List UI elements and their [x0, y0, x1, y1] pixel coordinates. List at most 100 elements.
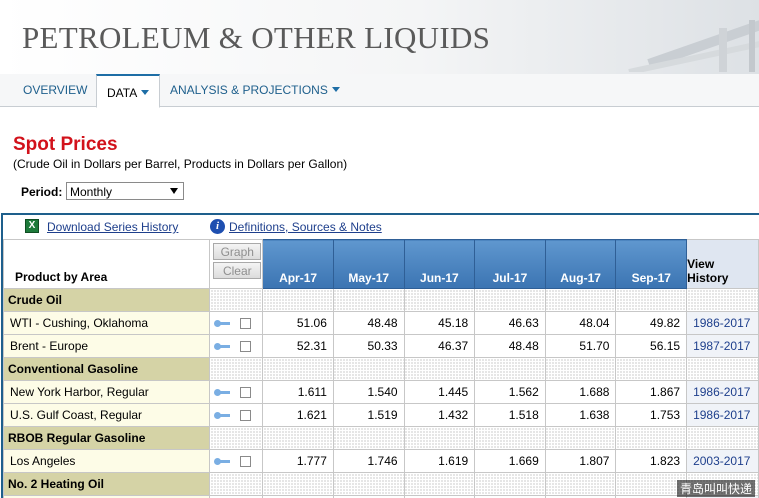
category-row: Conventional Gasoline [3, 357, 759, 381]
price-cell: 48.04 [544, 311, 617, 335]
price-cell: 1.562 [474, 380, 546, 404]
price-cell: 1.540 [332, 380, 405, 404]
download-series-link[interactable]: Download Series History [47, 220, 179, 234]
view-history-link[interactable]: 1987-2017 [686, 334, 759, 358]
category-row: RBOB Regular Gasoline [3, 426, 759, 450]
month-header: Jul-17 [474, 239, 546, 289]
price-cell [332, 495, 405, 498]
watermark-text: 青岛叫叫快递 [676, 480, 755, 497]
month-header: Apr-17 [262, 239, 334, 289]
dotted-spacer-cell [474, 288, 546, 312]
clear-button[interactable]: Clear [213, 262, 262, 279]
view-history-link[interactable]: 1986-2017 [686, 380, 759, 404]
key-icon[interactable] [214, 388, 231, 397]
dotted-spacer-cell [544, 288, 617, 312]
definitions-link[interactable]: Definitions, Sources & Notes [229, 220, 382, 234]
category-label: No. 2 Heating Oil [3, 472, 211, 496]
dotted-spacer-cell [332, 472, 405, 496]
price-cell [403, 495, 476, 498]
product-label: Los Angeles [3, 449, 211, 473]
dotted-spacer-cell [262, 357, 334, 381]
price-cell: 1.621 [262, 403, 334, 427]
tab-data[interactable]: DATA [96, 74, 161, 108]
dotted-spacer-cell [262, 288, 334, 312]
dotted-spacer-cell [615, 472, 688, 496]
price-cell: 1.519 [332, 403, 405, 427]
period-select[interactable]: Monthly [66, 182, 184, 200]
table-row: New York Harbor, Regular 1.611 1.540 1.445 1… [3, 380, 759, 404]
excel-icon[interactable]: X [25, 219, 39, 233]
info-icon[interactable]: i [210, 219, 225, 234]
dotted-spacer-cell [615, 426, 688, 450]
price-cell: 1.619 [403, 449, 476, 473]
dotted-spacer-cell [262, 426, 334, 450]
tab-overview[interactable]: OVERVIEW [13, 74, 97, 106]
page-title: Spot Prices [13, 134, 118, 155]
dotted-spacer-cell [332, 357, 405, 381]
price-cell: 1.669 [474, 449, 546, 473]
category-row: Crude Oil [3, 288, 759, 312]
product-label: WTI - Cushing, Oklahoma [3, 311, 211, 335]
series-checkbox[interactable] [240, 456, 252, 468]
row-actions-cell [209, 449, 264, 473]
price-cell: 1.611 [262, 380, 334, 404]
dotted-spacer-cell [544, 472, 617, 496]
price-cell: 1.753 [615, 403, 688, 427]
view-history-link[interactable]: 1986-2017 [686, 403, 759, 427]
series-checkbox[interactable] [240, 341, 252, 353]
price-cell: 1.777 [262, 449, 334, 473]
dotted-spacer-cell [686, 357, 759, 381]
view-history-link[interactable]: 2003-2017 [686, 449, 759, 473]
key-icon[interactable] [214, 411, 231, 420]
table-row: Los Angeles 1.777 1.746 1.619 1.669 1.807 1.82… [3, 449, 759, 473]
key-icon[interactable] [214, 319, 231, 328]
view-history-link[interactable]: 1986-2017 [686, 311, 759, 335]
row-actions-cell [209, 334, 264, 358]
pipeline-graphic [628, 20, 759, 72]
main-nav: OVERVIEW DATA ANALYSIS & PROJECTIONS [0, 74, 759, 108]
price-cell: 46.63 [474, 311, 546, 335]
page-banner: PETROLEUM & OTHER LIQUIDS [0, 0, 759, 74]
price-cell: 49.82 [615, 311, 688, 335]
tab-overview-label: OVERVIEW [23, 83, 88, 97]
price-cell: 1.445 [403, 380, 476, 404]
key-icon[interactable] [214, 342, 231, 351]
price-cell: 1.688 [544, 380, 617, 404]
page-subtitle: (Crude Oil in Dollars per Barrel, Produc… [13, 157, 348, 171]
tab-data-label: DATA [107, 86, 138, 100]
dotted-spacer-cell [474, 472, 546, 496]
row-actions-cell [209, 380, 264, 404]
series-checkbox[interactable] [240, 387, 252, 399]
price-cell: 46.37 [403, 334, 476, 358]
price-cell [544, 495, 617, 498]
price-cell: 48.48 [474, 334, 546, 358]
dotted-spacer-cell [474, 357, 546, 381]
row-actions-cell [209, 403, 264, 427]
graph-button[interactable]: Graph [213, 243, 262, 260]
dotted-spacer-cell [403, 472, 476, 496]
product-label: New York Harbor [3, 495, 211, 498]
month-header: Jun-17 [403, 239, 476, 289]
price-cell: 50.33 [332, 334, 405, 358]
dotted-spacer-cell [209, 288, 264, 312]
dotted-spacer-cell [332, 288, 405, 312]
table-row: WTI - Cushing, Oklahoma 51.06 48.48 45.18 46… [3, 311, 759, 335]
series-checkbox[interactable] [240, 410, 252, 422]
price-cell: 1.823 [615, 449, 688, 473]
price-cell: 1.807 [544, 449, 617, 473]
price-cell: 52.31 [262, 334, 334, 358]
tab-analysis-projections[interactable]: ANALYSIS & PROJECTIONS [160, 74, 350, 106]
dotted-spacer-cell [262, 472, 334, 496]
chevron-down-icon [141, 90, 150, 95]
price-cell: 1.867 [615, 380, 688, 404]
dotted-spacer-cell [209, 426, 264, 450]
key-icon[interactable] [214, 457, 231, 466]
dotted-spacer-cell [686, 426, 759, 450]
price-cell: 51.70 [544, 334, 617, 358]
table-row: Brent - Europe 52.31 50.33 46.37 48.48 51.70 5… [3, 334, 759, 358]
banner-title: PETROLEUM & OTHER LIQUIDS [22, 20, 491, 55]
chevron-down-icon [331, 87, 340, 92]
dotted-spacer-cell [544, 426, 617, 450]
series-checkbox[interactable] [240, 318, 252, 330]
product-label: Brent - Europe [3, 334, 211, 358]
